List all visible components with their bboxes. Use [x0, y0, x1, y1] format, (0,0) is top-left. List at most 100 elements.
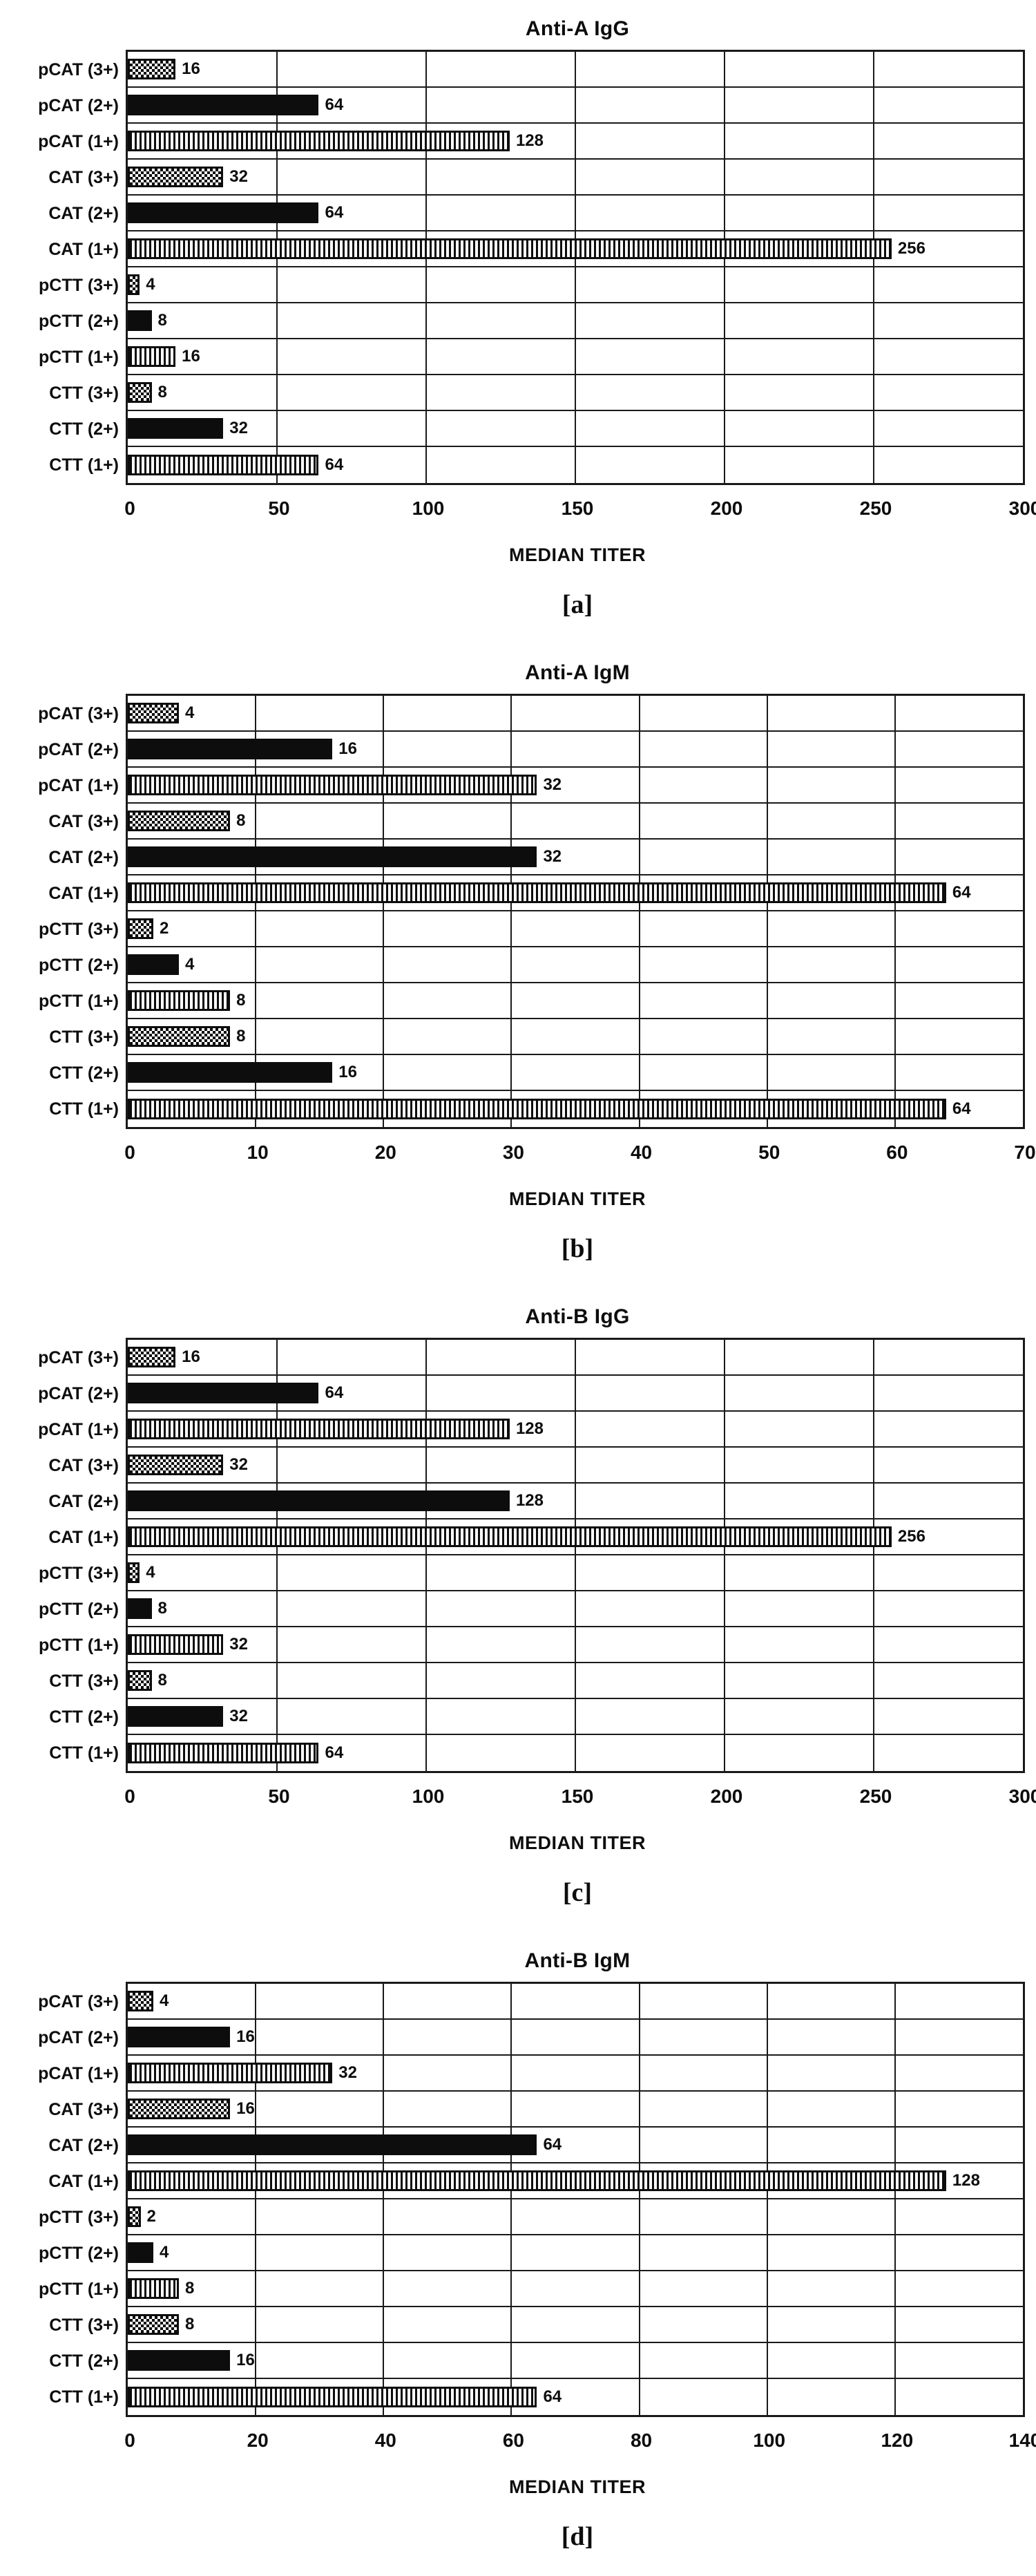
bar: [128, 1026, 231, 1047]
bar: [128, 1419, 510, 1439]
bar: [128, 382, 152, 403]
bar-row: 2: [128, 911, 1023, 947]
x-tick-label: 60: [502, 2430, 524, 2451]
category-label: pCTT (1+): [39, 347, 119, 367]
category-label: pCAT (1+): [38, 775, 119, 795]
chart-caption: [c]: [562, 1878, 593, 1907]
bar-row: 8: [128, 1591, 1023, 1627]
x-tick-label: 10: [247, 1142, 269, 1163]
bar-row: 8: [128, 1663, 1023, 1699]
bar-row: 16: [128, 52, 1023, 88]
category-label: CTT (1+): [49, 1099, 119, 1119]
bar: [128, 2134, 537, 2155]
x-axis-title: MEDIAN TITER: [509, 1832, 646, 1853]
x-tick-label: 0: [124, 1142, 135, 1163]
x-tick-label: 300: [1008, 1786, 1036, 1807]
x-axis-tick-row: 0 50 100 150 200 250 300: [124, 498, 1036, 525]
bar-row: 8: [128, 303, 1023, 339]
category-label: CTT (1+): [49, 1743, 119, 1763]
bar-row: 4: [128, 947, 1023, 983]
gridline-v: [724, 52, 725, 483]
bar-row: 8: [128, 983, 1023, 1019]
x-tick-label: 250: [859, 498, 892, 519]
bar-value-label: 128: [952, 2171, 980, 2190]
bar-value-label: 8: [157, 1671, 167, 1689]
bar: [128, 954, 180, 975]
category-label: CAT (3+): [48, 1455, 119, 1475]
bar: [128, 346, 176, 367]
bar-value-label: 16: [338, 739, 357, 758]
category-label: CAT (1+): [48, 2171, 119, 2191]
bar-row: 16: [128, 1055, 1023, 1091]
x-tick-label: 150: [561, 498, 594, 519]
bar-value-label: 64: [325, 455, 344, 474]
category-label: CAT (1+): [48, 1527, 119, 1547]
bar-row: 4: [128, 1555, 1023, 1591]
x-tick-label: 300: [1008, 498, 1036, 519]
chart-title: Anti-A IgM: [525, 661, 630, 684]
bar-row: 32: [128, 840, 1023, 875]
bar-row: 32: [128, 160, 1023, 196]
bar: [128, 2027, 231, 2047]
x-axis-tick-row: 0 10 20 30 40 50 60 70: [124, 1142, 1035, 1169]
bar-value-label: 32: [229, 419, 248, 437]
chart-title: Anti-B IgG: [525, 1305, 630, 1328]
gridline-v: [724, 1340, 725, 1771]
x-axis-title: MEDIAN TITER: [509, 1188, 646, 1209]
plot-area: 16 64 128 32 128 256 4 8 32 8 32 64: [126, 1338, 1025, 1773]
category-label: CTT (3+): [49, 1671, 119, 1691]
gridline-v: [510, 696, 512, 1127]
chart-caption: [b]: [561, 1234, 594, 1263]
bar: [128, 918, 154, 939]
gridline-v: [276, 1340, 278, 1771]
category-label: pCTT (3+): [39, 275, 119, 295]
gridline-v: [766, 1984, 768, 2415]
plot-area: 16 64 128 32 64 256 4 8 16 8 32 64: [126, 50, 1025, 485]
x-tick-label: 50: [268, 1786, 290, 1807]
gridline-v: [383, 1984, 385, 2415]
bar-value-label: 16: [182, 1347, 200, 1366]
bar-row: 64: [128, 2379, 1023, 2415]
x-tick-label: 0: [124, 498, 135, 519]
x-tick-label: 250: [859, 1786, 892, 1807]
gridline-v: [894, 696, 896, 1127]
x-tick-label: 0: [124, 2430, 135, 2451]
bar: [128, 1598, 152, 1619]
gridline-v: [425, 52, 427, 483]
bar-value-label: 8: [236, 1027, 246, 1045]
bar-value-label: 16: [236, 2027, 255, 2046]
chart-caption: [d]: [561, 2522, 594, 2551]
plot-wrap: pCAT (3+) pCAT (2+) pCAT (1+) CAT (3+) CAT (…: [0, 1982, 1036, 2417]
plot-area: 4 16 32 16 64 128 2 4 8 8 16 64: [126, 1982, 1025, 2417]
bar-value-label: 32: [229, 1635, 248, 1654]
x-axis-title: MEDIAN TITER: [509, 544, 646, 565]
bar-row: 16: [128, 1340, 1023, 1376]
bar-value-label: 32: [229, 1455, 248, 1474]
plot-wrap: pCAT (3+) pCAT (2+) pCAT (1+) CAT (3+) CAT (…: [0, 50, 1036, 485]
category-labels-column: pCAT (3+) pCAT (2+) pCAT (1+) CAT (3+) CAT (…: [0, 694, 126, 1129]
bar-value-label: 8: [157, 311, 167, 330]
category-label: CTT (1+): [49, 2387, 119, 2407]
bar-row: 8: [128, 2271, 1023, 2307]
bar-row: 64: [128, 1091, 1023, 1127]
gridline-v: [383, 696, 385, 1127]
bar-value-label: 32: [543, 847, 562, 866]
bar-row: 4: [128, 1984, 1023, 2020]
bar-row: 2: [128, 2199, 1023, 2235]
bar-row: 16: [128, 2092, 1023, 2128]
x-tick-label: 100: [753, 2430, 786, 2451]
x-tick-label: 140: [1008, 2430, 1036, 2451]
category-label: CTT (2+): [49, 1063, 119, 1083]
x-tick-label: 100: [412, 498, 445, 519]
category-labels-column: pCAT (3+) pCAT (2+) pCAT (1+) CAT (3+) CAT (…: [0, 50, 126, 485]
bar-row: 64: [128, 2128, 1023, 2163]
x-tick-label: 70: [1014, 1142, 1036, 1163]
bar: [128, 310, 152, 331]
bar: [128, 202, 319, 223]
bar-row: 64: [128, 88, 1023, 124]
bar-row: 4: [128, 696, 1023, 732]
bar-value-label: 128: [515, 1419, 544, 1438]
bar-row: 32: [128, 1448, 1023, 1484]
bar: [128, 1383, 319, 1403]
gridline-v: [575, 52, 576, 483]
